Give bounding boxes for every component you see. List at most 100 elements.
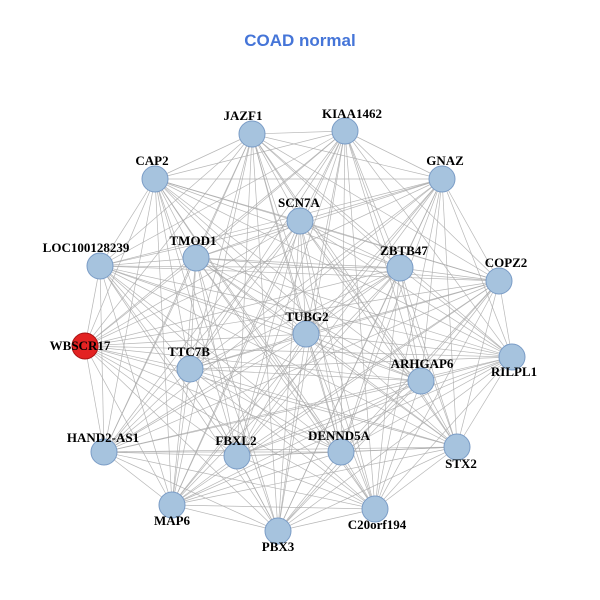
network-edge [374,380,422,510]
network-node-copz2 [485,267,513,295]
network-edge [103,257,197,453]
network-edge [236,356,513,457]
node-label-rilpl1: RILPL1 [491,364,537,379]
network-edge [236,455,279,532]
network-edge [154,178,238,457]
network-edge [189,267,401,370]
network-edge [154,178,422,382]
network-edge [189,368,458,448]
network-edge [189,220,301,370]
network-node-c20orf194 [361,495,389,523]
network-edge [195,257,307,335]
network-edge [103,178,443,453]
network-edge [305,130,346,335]
network-edge [189,356,513,370]
network-edge [305,267,401,335]
node-label-ttc7b: TTC7B [168,344,210,359]
network-edge [195,257,238,457]
network-edge [299,220,401,269]
network-edge [236,380,422,457]
network-edge [99,265,342,453]
network-edge [103,451,238,457]
network-edge [340,446,458,453]
network-edge [399,267,500,282]
network-edge [99,265,105,453]
network-edge [154,178,513,358]
network-edge [84,178,156,347]
network-edge [374,446,458,510]
network-edge [420,280,500,382]
network-edge [84,178,443,347]
network-edge [84,345,238,457]
network-edge [103,380,422,453]
network-edge [84,345,342,453]
network-edge [441,178,458,448]
network-node-stx2 [443,433,471,461]
network-edge [195,257,401,269]
network-edge [456,356,513,448]
network-edge [171,380,422,506]
network-edge [195,130,346,259]
node-label-map6: MAP6 [154,513,191,528]
network-edge [236,220,301,457]
network-edge [99,265,191,370]
network-edge [236,333,307,457]
network-edge [171,133,253,506]
node-label-fbxl2: FBXL2 [215,433,256,448]
network-edge [103,178,156,453]
node-label-c20orf194: C20orf194 [348,517,407,532]
network-edge [374,280,500,510]
nodes-layer [71,117,526,545]
network-edge [189,280,500,370]
network-edge [171,280,500,506]
network-edge [84,267,401,347]
network-edge [305,333,422,382]
node-label-tmod1: TMOD1 [170,233,217,248]
network-edge [441,178,513,358]
network-edge [154,178,401,269]
network-edge [299,130,346,222]
network-edge [154,133,253,180]
network-node-hand2-as1 [90,438,118,466]
network-edge [171,356,513,506]
network-edge [236,267,401,457]
network-edge [399,267,422,382]
node-label-tubg2: TUBG2 [285,309,328,324]
network-edge [195,220,301,259]
network-edge [251,133,458,448]
network-edge [299,220,513,358]
network-edge [99,265,173,506]
network-edge [84,345,105,453]
network-edge [195,257,500,282]
network-node-tubg2 [292,320,320,348]
network-edge [99,265,422,382]
network-edge [195,257,513,358]
node-label-cap2: CAP2 [135,153,168,168]
network-edge [189,368,342,453]
network-edge [84,345,173,506]
network-edge [374,178,443,510]
network-node-cap2 [141,165,169,193]
network-node-kiaa1462 [331,117,359,145]
network-edge [154,178,279,532]
network-node-scn7a [286,207,314,235]
network-edge [441,178,500,282]
network-node-wbscr17 [71,332,99,360]
network-edge [195,257,342,453]
network-edge [305,333,458,448]
network-edge [99,265,500,282]
network-edge [189,133,253,370]
network-node-map6 [158,491,186,519]
network-edge [103,368,191,453]
network-edge [305,333,513,358]
network-node-gnaz [428,165,456,193]
network-edge [99,265,401,269]
network-edge [154,130,346,180]
network-edge [420,178,443,382]
network-edge [103,446,458,453]
network-edge [277,220,301,532]
network-edge [171,446,458,506]
network-edge [344,130,443,180]
network-edge [251,133,401,269]
node-label-arhgap6: ARHGAP6 [391,356,454,371]
